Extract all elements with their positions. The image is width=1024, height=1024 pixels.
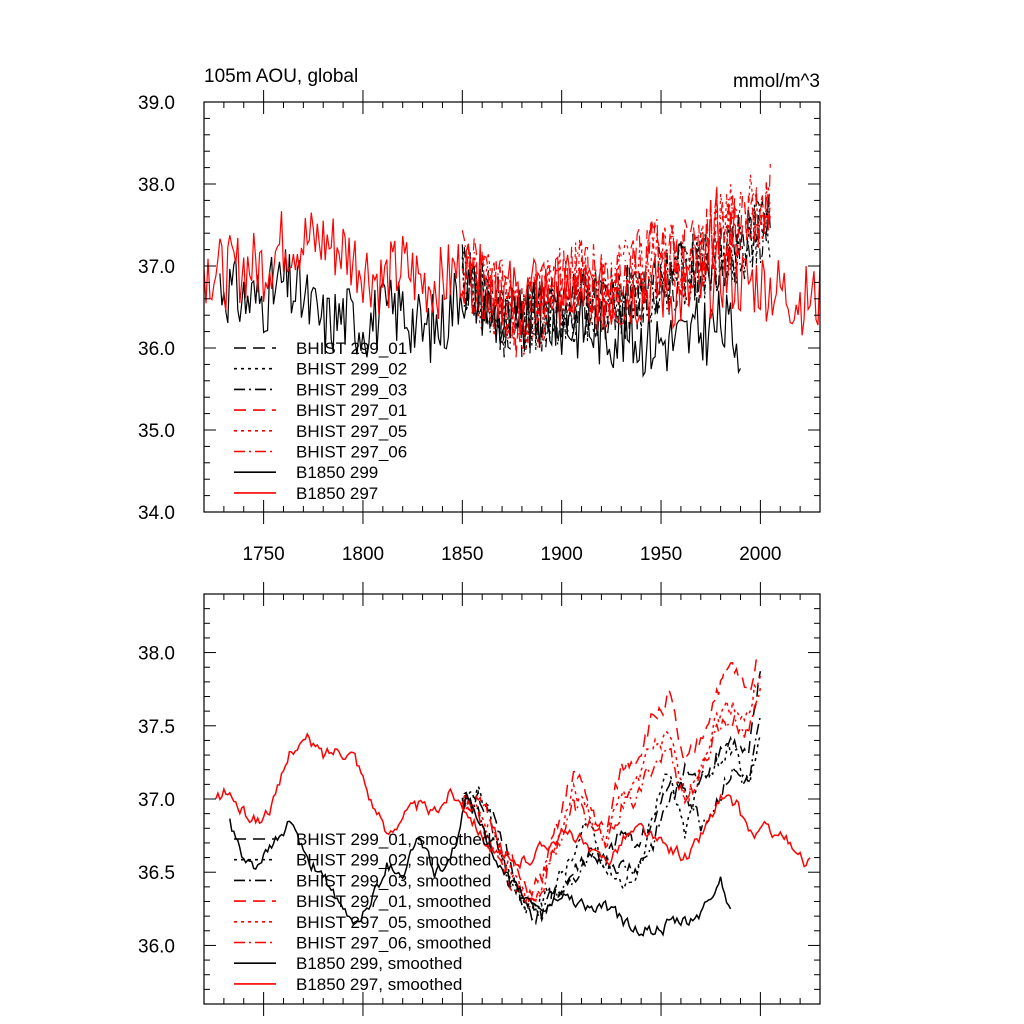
series-line-8: [203, 211, 821, 336]
legend-label: BHIST 299_01, smoothed: [296, 830, 491, 849]
units-label: mmol/m^3: [733, 71, 820, 92]
y-tick-label: 37.0: [138, 257, 175, 278]
chart-title: 105m AOU, global: [204, 66, 358, 87]
x-tick-label: 1850: [441, 544, 483, 565]
top-axis-ticks: 34.0 35.0 36.0 37.0 38.0 39.0 1750 1800 1850 1900…: [138, 90, 820, 565]
top-panel: 105m AOU, global mmol/m^3 34.0 35.0 36.0 37…: [138, 66, 821, 565]
bottom-series-lines: [215, 653, 811, 937]
y-tick-label: 39.0: [138, 93, 175, 114]
x-tick-label: 2000: [739, 544, 781, 565]
top-plot-frame: [203, 101, 821, 513]
y-tick-label: 36.0: [138, 339, 175, 360]
bottom-panel: 36.0 36.5 37.0 37.5 38.0 BHIST 299_01, smoot…: [138, 582, 821, 1016]
x-tick-label: 1900: [541, 544, 583, 565]
y-tick-label: 37.5: [138, 717, 175, 738]
series-line-7: [219, 249, 742, 378]
legend-label: BHIST 299_02: [296, 360, 407, 379]
x-tick-label: 1750: [242, 544, 284, 565]
legend-label: BHIST 297_05: [296, 422, 407, 441]
y-tick-label: 36.0: [138, 936, 175, 957]
series-line-8: [215, 732, 811, 870]
top-series-lines: [203, 163, 821, 378]
legend-label: B1850 297: [296, 484, 378, 503]
legend-label: BHIST 297_06: [296, 443, 407, 462]
series-line-7: [229, 792, 732, 937]
x-tick-label: 1950: [640, 544, 682, 565]
legend-label: BHIST 297_01, smoothed: [296, 892, 491, 911]
legend-label: BHIST 297_01: [296, 401, 407, 420]
legend-label: BHIST 299_03: [296, 380, 407, 399]
legend-label: BHIST 297_05, smoothed: [296, 913, 491, 932]
legend-label: B1850 299, smoothed: [296, 954, 462, 973]
y-tick-label: 36.5: [138, 863, 175, 884]
y-tick-label: 35.0: [138, 421, 175, 442]
legend-label: BHIST 299_02, smoothed: [296, 851, 491, 870]
y-tick-label: 38.0: [138, 644, 175, 665]
bottom-legend: BHIST 299_01, smoothed BHIST 299_02, smoo…: [234, 830, 491, 994]
legend-label: B1850 299: [296, 463, 378, 482]
x-tick-label: 1800: [342, 544, 384, 565]
series-line-6: [461, 687, 762, 908]
y-tick-label: 38.0: [138, 175, 175, 196]
bottom-axis-ticks: 36.0 36.5 37.0 37.5 38.0: [138, 582, 820, 1016]
legend-label: BHIST 299_01: [296, 339, 407, 358]
legend-label: B1850 297, smoothed: [296, 975, 462, 994]
y-tick-label: 37.0: [138, 790, 175, 811]
legend-label: BHIST 297_06, smoothed: [296, 934, 491, 953]
legend-label: BHIST 299_03, smoothed: [296, 871, 491, 890]
y-tick-label: 34.0: [138, 503, 175, 524]
series-line-1: [461, 671, 762, 926]
